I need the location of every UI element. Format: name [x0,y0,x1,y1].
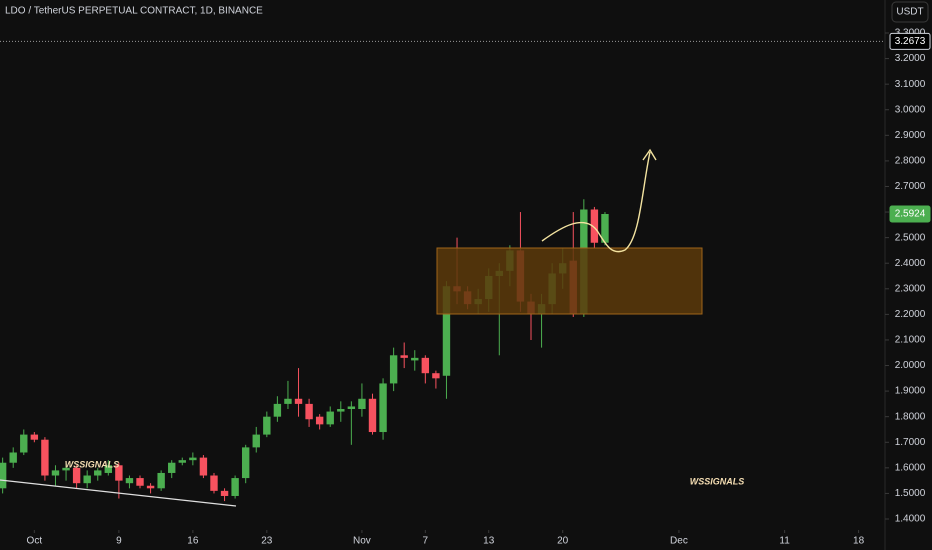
y-tick-label: 2.8000 [895,156,926,167]
candle-body [115,465,123,481]
candle-body [146,485,155,489]
candle-body [189,457,197,461]
candle-body [72,467,81,484]
candle-body [358,398,366,410]
x-tick-label: 20 [557,536,569,547]
candle-body [168,462,176,473]
candle-body [94,470,102,476]
candle-body [178,460,186,463]
candle-body [83,475,91,484]
trend-line [0,479,237,507]
y-tick-label: 3.2000 [895,53,926,64]
candle-body [601,213,609,243]
currency-label: USDT [896,7,923,18]
candle-body [347,406,356,410]
candle-body [210,475,218,491]
y-tick-label: 1.4000 [895,514,926,525]
candle-body [220,490,229,496]
candle-body [30,434,39,440]
candle-body [157,472,165,489]
candle-body [400,355,408,358]
y-tick-label: 1.7000 [895,437,926,448]
x-tick-label: Oct [27,536,43,547]
price-label: 2.5924 [895,209,926,220]
y-tick-label: 2.9000 [895,130,926,141]
candle-body [263,416,271,435]
watermark: WSSIGNALS [690,476,745,486]
x-tick-label: 7 [423,536,429,547]
y-tick-label: 1.6000 [895,462,926,473]
candle-body [136,478,144,486]
candle-body [62,467,70,471]
projection-arrow [642,148,657,161]
candle-body [442,286,451,376]
candle-body [20,434,28,453]
candle-body [51,470,60,476]
x-tick-label: Dec [670,536,688,547]
candle-body [284,398,292,404]
y-tick-label: 2.5000 [895,232,926,243]
candle-body [389,355,398,384]
y-tick-label: 2.1000 [895,335,926,346]
candle-body [125,478,134,484]
candle-body [104,465,113,473]
y-tick-label: 2.3000 [895,283,926,294]
drawings [0,148,703,507]
candle-body [231,478,239,496]
candle-body [0,462,7,489]
currency-button[interactable] [891,1,929,23]
candle-body [326,411,334,425]
candle-body [41,439,49,476]
demand-zone [436,247,703,315]
y-tick-label: 3.1000 [895,79,926,90]
candle-body [241,447,250,479]
x-tick-label: Nov [353,536,371,547]
y-tick-label: 2.0000 [895,360,926,371]
y-tick-label: 1.8000 [895,411,926,422]
candle-body [294,398,303,404]
candle-body [421,357,430,374]
candle-body [368,398,377,433]
x-tick-label: 13 [483,536,495,547]
x-tick-label: 18 [853,536,865,547]
price-label-box [889,205,931,223]
x-tick-label: 23 [261,536,273,547]
y-tick-label: 2.7000 [895,181,926,192]
candle-body [411,357,419,361]
y-tick-label: 3.0000 [895,104,926,115]
candle-body [337,409,345,412]
y-tick-label: 2.4000 [895,258,926,269]
y-tick-label: 1.9000 [895,386,926,397]
watermark: WSSIGNALS [65,459,120,469]
y-tick-label: 1.5000 [895,488,926,499]
x-tick-label: 9 [116,536,122,547]
candle-body [305,403,313,420]
candle-body [315,416,324,425]
price-label: 3.2673 [895,36,926,47]
price-label-box [889,32,931,50]
candle-body [590,209,599,243]
candle-body [9,452,17,463]
chart-title: LDO / TetherUS PERPETUAL CONTRACT, 1D, B… [5,6,263,17]
candle-body [273,403,282,417]
projection-curve [541,151,651,253]
candle-body [199,457,208,476]
candle-body [379,383,387,433]
candle-body [252,434,260,448]
candle-body [432,373,440,379]
y-tick-label: 2.2000 [895,309,926,320]
x-tick-label: 11 [779,536,790,547]
x-tick-label: 16 [187,536,199,547]
